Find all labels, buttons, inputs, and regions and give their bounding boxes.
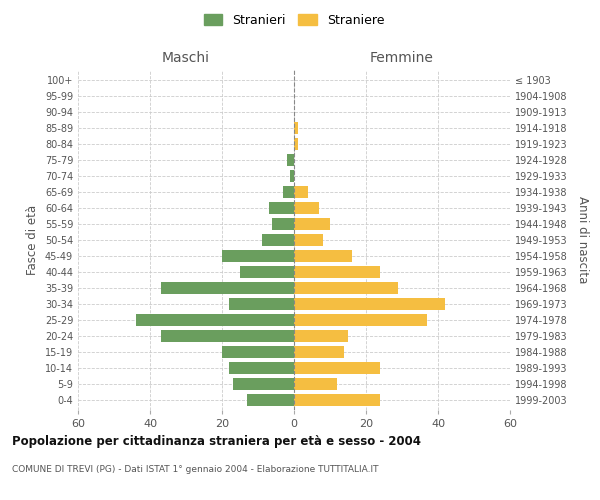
Bar	[136, 314, 294, 326]
Bar	[294, 186, 308, 198]
Bar	[229, 298, 294, 310]
Bar	[290, 170, 294, 182]
Text: COMUNE DI TREVI (PG) - Dati ISTAT 1° gennaio 2004 - Elaborazione TUTTITALIA.IT: COMUNE DI TREVI (PG) - Dati ISTAT 1° gen…	[12, 465, 379, 474]
Bar	[294, 330, 348, 342]
Bar	[294, 266, 380, 278]
Bar	[294, 394, 380, 406]
Text: Maschi: Maschi	[162, 51, 210, 65]
Bar	[240, 266, 294, 278]
Bar	[161, 282, 294, 294]
Bar	[233, 378, 294, 390]
Y-axis label: Anni di nascita: Anni di nascita	[576, 196, 589, 284]
Text: Femmine: Femmine	[370, 51, 434, 65]
Bar	[294, 138, 298, 150]
Bar	[287, 154, 294, 166]
Bar	[269, 202, 294, 214]
Bar	[294, 314, 427, 326]
Bar	[222, 346, 294, 358]
Bar	[247, 394, 294, 406]
Bar	[294, 346, 344, 358]
Legend: Stranieri, Straniere: Stranieri, Straniere	[199, 8, 389, 32]
Bar	[294, 234, 323, 246]
Y-axis label: Fasce di età: Fasce di età	[26, 205, 39, 275]
Bar	[283, 186, 294, 198]
Bar	[229, 362, 294, 374]
Bar	[294, 362, 380, 374]
Bar	[294, 122, 298, 134]
Bar	[294, 378, 337, 390]
Text: Popolazione per cittadinanza straniera per età e sesso - 2004: Popolazione per cittadinanza straniera p…	[12, 435, 421, 448]
Bar	[294, 250, 352, 262]
Bar	[161, 330, 294, 342]
Bar	[272, 218, 294, 230]
Bar	[222, 250, 294, 262]
Bar	[294, 298, 445, 310]
Bar	[294, 282, 398, 294]
Bar	[262, 234, 294, 246]
Bar	[294, 218, 330, 230]
Bar	[294, 202, 319, 214]
